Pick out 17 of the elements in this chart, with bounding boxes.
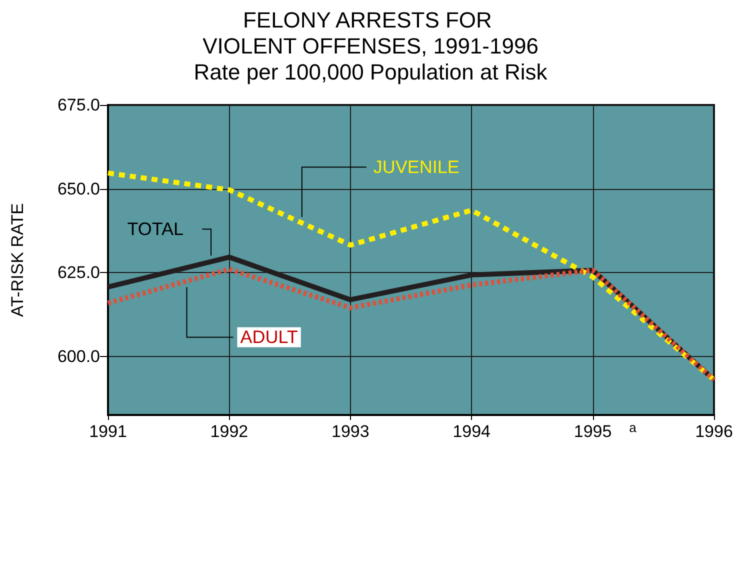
y-axis-title: AT-RISK RATE: [8, 203, 27, 317]
y-tick-label: 600.0: [57, 346, 100, 366]
series-label: TOTAL: [127, 219, 184, 240]
y-tick-label: 675.0: [57, 96, 100, 114]
y-tick-label: 625.0: [57, 263, 100, 282]
x-tick-label: 1991: [89, 422, 127, 441]
text: a: [629, 420, 638, 435]
x-tick-label: 1996: [695, 422, 733, 441]
x-tick-label: 1994: [452, 422, 491, 441]
x-tick-label: 1992: [210, 422, 248, 441]
series-label: ADULT: [240, 327, 298, 348]
x-tick-label: 1995: [574, 422, 612, 441]
chart-title: FELONY ARRESTS FOR VIOLENT OFFENSES, 1991-1996: [202, 8, 538, 58]
chart-subtitle: Rate per 100,000 Population at Risk: [194, 60, 548, 84]
x-tick-label: 1993: [331, 422, 370, 441]
series-label: JUVENILE: [373, 157, 460, 178]
y-tick-label: 650.0: [57, 179, 100, 198]
